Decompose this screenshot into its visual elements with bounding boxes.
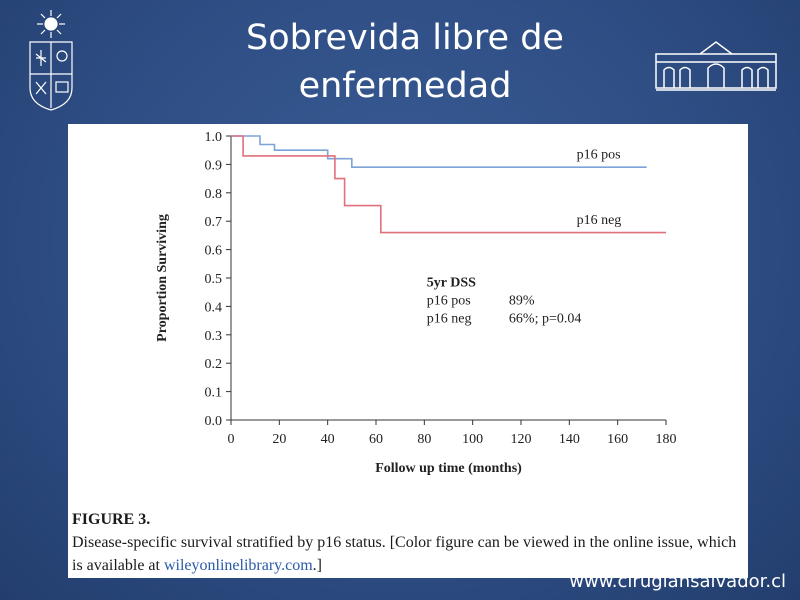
footer-url[interactable]: www.cirugiahsalvador.cl [569,571,786,592]
series-line-p16-neg [231,135,666,234]
x-tick-label: 40 [321,432,335,447]
caption-link[interactable]: wileyonlinelibrary.com [163,557,313,574]
annotation-group: p16 pos [427,294,471,309]
series-label-p16-neg: p16 neg [577,213,622,228]
slide-title-line-2: enfermedad [298,66,512,106]
figure-panel: 0.0 0.1 0.2 0.3 0.4 0.5 0.6 0.7 0.8 0.9 1.0 0 20 40 60… [68,124,748,578]
x-tick-label: 60 [369,432,383,447]
y-tick-label: 0.5 [205,272,223,287]
y-tick-label: 1.0 [205,130,223,145]
university-seal-icon [29,10,73,111]
y-tick-label: 0.3 [205,329,223,344]
annotation-value: 66%; p=0.04 [509,312,581,327]
x-tick-label: 20 [272,432,286,447]
caption-text: Disease-specific survival stratified by … [72,534,737,574]
survival-chart: 0.0 0.1 0.2 0.3 0.4 0.5 0.6 0.7 0.8 0.9 1.0 0 20 40 60… [155,130,677,476]
y-tick-label: 0.4 [205,300,223,315]
slide-title-line-1: Sobrevida libre de [246,18,564,58]
x-tick-label: 160 [607,432,628,447]
y-tick-label: 0.2 [205,357,223,372]
x-tick-label: 100 [462,432,483,447]
slide-title: Sobrevida libre de enfermedad [170,14,640,110]
y-tick-label: 0.0 [205,414,223,429]
y-axis-label: Proportion Surviving [155,214,170,342]
annotation-heading: 5yr DSS [427,276,476,291]
x-tick-label: 180 [656,432,677,447]
x-tick-label: 140 [559,432,580,447]
y-tick-label: 0.1 [205,386,223,401]
x-axis-label: Follow up time (months) [375,461,522,476]
y-tick-label: 0.7 [205,215,223,230]
x-tick-label: 0 [228,432,235,447]
y-tick-label: 0.6 [205,244,223,259]
series-label-p16-pos: p16 pos [577,148,621,163]
figure-caption: FIGURE 3. Disease-specific survival stra… [72,508,744,577]
x-tick-label: 80 [417,432,431,447]
caption-end: .] [312,557,322,574]
hospital-building-icon [655,41,777,91]
annotation-group: p16 neg [427,312,472,327]
y-tick-label: 0.9 [205,158,223,173]
series-line-p16-pos [231,135,647,168]
caption-heading: FIGURE 3. [72,511,151,528]
y-tick-label: 0.8 [205,187,223,202]
x-tick-label: 120 [511,432,532,447]
annotation-value: 89% [509,294,535,309]
